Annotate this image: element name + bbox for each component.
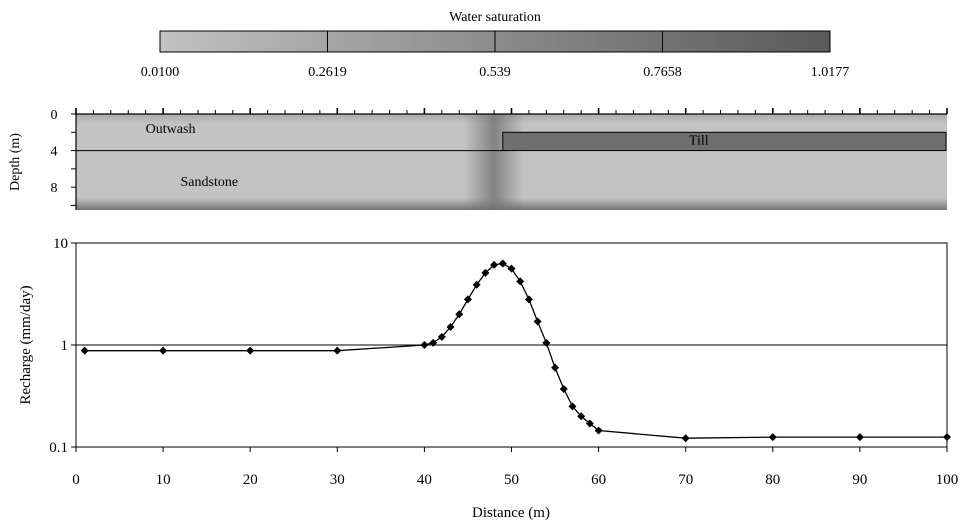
depth-axis-label: Depth (m) (8, 133, 23, 191)
data-point (542, 338, 551, 347)
x-tick-label: 0 (72, 472, 80, 488)
data-point (446, 323, 455, 332)
till-zone (502, 131, 947, 152)
x-tick-label: 30 (330, 472, 345, 488)
x-tick-label: 40 (417, 472, 432, 488)
recharge-line (84, 262, 947, 439)
data-point (455, 310, 464, 319)
zone-label-till: Till (689, 133, 709, 148)
cross-section-panel: Outwash Till Sandstone 0 4 8 Depth (m) (8, 108, 948, 210)
colorbar-title: Water saturation (449, 10, 541, 25)
data-point (551, 363, 560, 372)
colorbar-ticks: 0.0100 0.2619 0.539 0.7658 1.0177 (141, 31, 850, 80)
depth-tick-label: 0 (51, 108, 58, 123)
colorbar-tick-label: 0.7658 (643, 65, 682, 80)
data-point (246, 346, 255, 355)
data-point (577, 412, 586, 421)
colorbar-segment (327, 31, 496, 52)
y-tick-label: 10 (53, 236, 68, 252)
data-point (490, 260, 499, 269)
data-point (681, 434, 690, 443)
data-point (516, 277, 525, 286)
data-point (420, 341, 429, 349)
colorbar-segments (160, 31, 831, 52)
data-point (568, 402, 577, 411)
data-point (463, 295, 472, 304)
data-point (498, 259, 507, 268)
colorbar-tick-label: 1.0177 (811, 65, 850, 80)
recharge-chart: 0.1 1 10 0 10 20 30 40 50 60 70 80 90 100 Recharge (… (18, 236, 958, 521)
data-point (533, 317, 542, 326)
colorbar: Water saturation 0.0100 0.2619 0.539 0.7658… (141, 10, 850, 80)
cross-section-top-ticks (75, 108, 948, 115)
zone-label-outwash: Outwash (146, 122, 196, 137)
recharge-markers (80, 259, 951, 443)
data-point (437, 332, 446, 341)
colorbar-tick-label: 0.0100 (141, 65, 180, 80)
x-axis: 0 10 20 30 40 50 60 70 80 90 100 (72, 447, 958, 488)
data-point (472, 280, 481, 289)
data-point (507, 264, 516, 273)
zones: Outwash Till Sandstone (76, 122, 947, 190)
y-axis-label: Recharge (mm/day) (18, 285, 34, 404)
data-point (855, 433, 864, 442)
data-point (429, 338, 438, 347)
x-tick-label: 70 (678, 472, 693, 488)
depth-tick-label: 4 (51, 145, 58, 160)
colorbar-segment (495, 31, 663, 52)
data-point (333, 346, 342, 355)
x-tick-label: 80 (765, 472, 780, 488)
x-axis-label: Distance (m) (472, 505, 550, 521)
data-point (594, 426, 603, 435)
x-tick-label: 20 (243, 472, 258, 488)
data-point (481, 268, 490, 277)
saturation-plume (464, 114, 525, 210)
y-axis: 0.1 1 10 (49, 236, 76, 456)
x-tick-label: 60 (591, 472, 606, 488)
data-point (768, 433, 777, 442)
data-point (943, 433, 951, 442)
y-tick-label: 0.1 (49, 440, 68, 456)
colorbar-segment (662, 31, 831, 52)
colorbar-segment (160, 31, 328, 52)
colorbar-tick-label: 0.2619 (308, 65, 347, 80)
data-point (524, 295, 533, 304)
colorbar-tick-label: 0.539 (479, 65, 511, 80)
depth-axis: 0 4 8 (51, 108, 77, 210)
data-point (559, 385, 568, 394)
x-tick-label: 50 (504, 472, 519, 488)
data-point (585, 419, 594, 428)
depth-tick-label: 8 (51, 181, 58, 196)
x-tick-label: 90 (852, 472, 867, 488)
zone-label-sandstone: Sandstone (181, 175, 239, 190)
x-tick-label: 100 (936, 472, 959, 488)
data-point (80, 346, 89, 355)
data-point (159, 346, 168, 355)
y-tick-label: 1 (61, 338, 69, 354)
x-tick-label: 10 (156, 472, 171, 488)
